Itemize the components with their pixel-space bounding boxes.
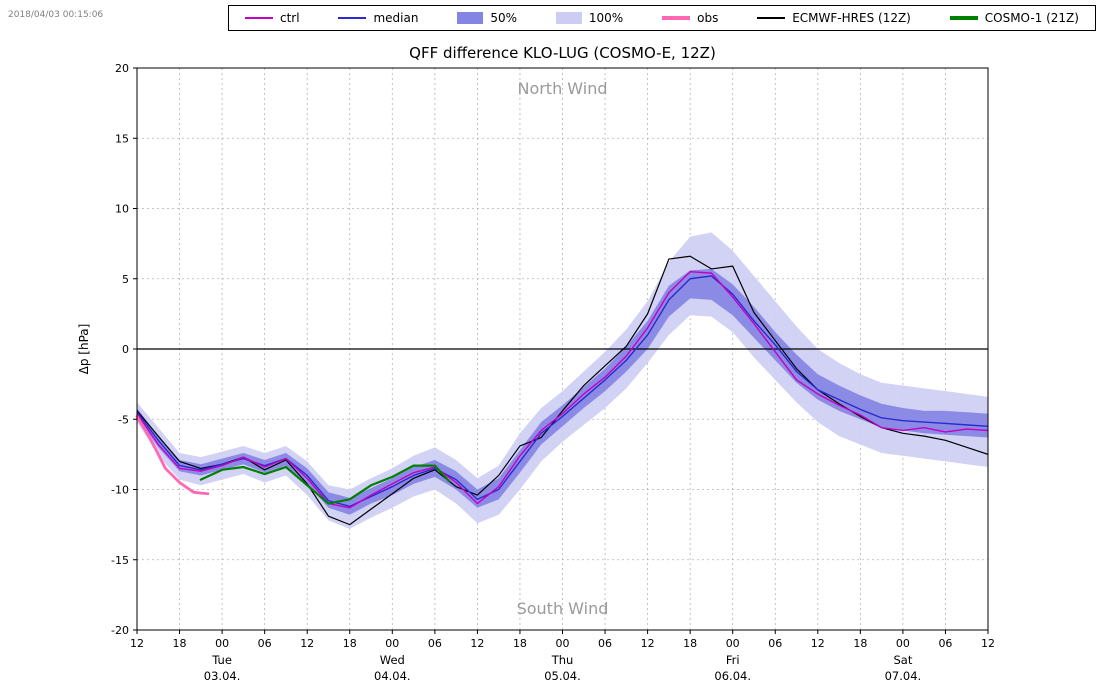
legend-patch-swatch [457,12,484,24]
tick-label: 00 [726,637,740,650]
ensemble-band-100 [137,232,988,529]
south-wind-annotation: South Wind [517,599,609,618]
series-obs [135,415,210,496]
tick-label: 18 [173,637,187,650]
chart-title: QFF difference KLO-LUG (COSMO-E, 12Z) [409,44,716,62]
tick-label: 5 [122,273,129,286]
legend-item-ecmwf-hres-12z: ECMWF-HRES (12Z) [757,11,911,25]
legend-item-50: 50% [457,11,517,25]
tick-label: 00 [215,637,229,650]
tick-label: 06.04. [714,669,751,683]
tick-label: Thu [551,653,574,667]
series-ctrl [136,271,989,509]
tick-label: 12 [300,637,314,650]
tick-label: -20 [111,624,129,637]
tick-label: Fri [726,653,740,667]
legend-line-swatch [245,17,273,19]
tick-label: Tue [211,653,232,667]
tick-label: 18 [513,637,527,650]
legend-label: 100% [588,11,624,25]
legend-line-swatch [338,17,367,19]
tick-label: 12 [130,637,144,650]
tick-label: 05.04. [544,669,581,683]
tick-label: -15 [111,554,129,567]
tick-label: 18 [683,637,697,650]
legend-label: COSMO-1 (21Z) [984,11,1079,25]
legend-item-obs: obs [662,11,718,25]
tick-label: 04.04. [374,669,411,683]
tick-label: 20 [115,62,129,75]
legend-item-100: 100% [555,11,624,25]
tick-label: -5 [118,413,129,426]
tick-label: 12 [981,637,995,650]
tick-label: 12 [811,637,825,650]
tick-label: 06 [258,637,272,650]
tick-label: Wed [380,653,405,667]
tick-label: 06 [768,637,782,650]
legend-item-cosmo-1-21z: COSMO-1 (21Z) [949,11,1079,25]
tick-label: 07.04. [885,669,922,683]
tick-label: 06 [598,637,612,650]
tick-label: 06 [938,637,952,650]
legend-label: ECMWF-HRES (12Z) [792,11,911,25]
tick-label: 00 [385,637,399,650]
series-cosmo-1-21z- [199,464,451,505]
ensemble-band-50 [137,268,988,515]
tick-label: 12 [641,637,655,650]
legend: ctrl median 50% 100% obs ECMWF-HRES (12Z) COSM… [228,5,1096,31]
tick-label: 10 [115,203,129,216]
tick-label: Sat [893,653,912,667]
legend-line-swatch [757,17,786,19]
legend-label: obs [697,11,719,25]
legend-item-ctrl: ctrl [245,11,300,25]
legend-label: 50% [490,11,518,25]
tick-label: 18 [343,637,357,650]
y-axis-label: Δp [hPa] [77,324,91,375]
tick-label: 15 [115,132,129,145]
tick-label: 00 [896,637,910,650]
legend-line-swatch [662,16,691,20]
legend-line-swatch [949,16,978,20]
tick-label: 12 [470,637,484,650]
legend-patch-swatch [555,12,582,24]
tick-label: -10 [111,484,129,497]
tick-label: 18 [853,637,867,650]
tick-label: 06 [428,637,442,650]
generation-timestamp: 2018/04/03 00:15:06 [8,10,104,20]
legend-item-median: median [338,11,418,25]
north-wind-annotation: North Wind [517,79,607,98]
tick-label: 0 [122,343,129,356]
legend-label: median [373,11,419,25]
tick-label: 03.04. [204,669,241,683]
legend-label: ctrl [280,11,300,25]
tick-label: 00 [556,637,570,650]
